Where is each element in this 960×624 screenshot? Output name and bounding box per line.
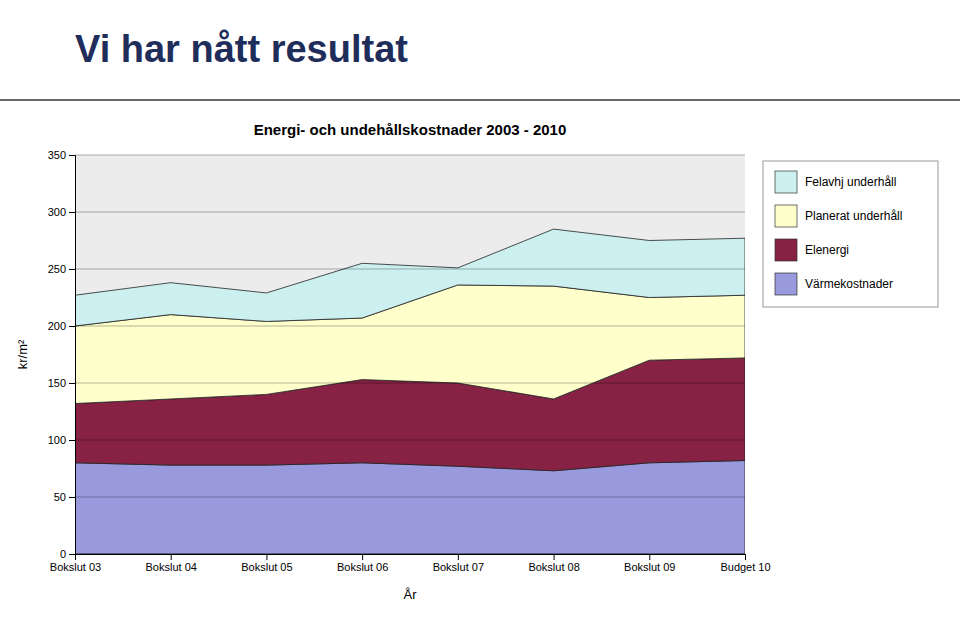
legend-item: Elenergi (775, 239, 849, 261)
legend-item: Planerat underhåll (775, 205, 902, 227)
y-tick-mark (69, 326, 75, 327)
y-tick-label: 150 (48, 377, 66, 389)
y-tick-mark (69, 497, 75, 498)
x-tick: Bokslut 09 (624, 554, 675, 573)
y-axis-line (69, 156, 76, 555)
plot: Bokslut 03 Bokslut 04 Bokslut 05 Bokslut 06… (48, 149, 771, 573)
grid-line (75, 212, 745, 213)
x-axis-label: År (404, 587, 418, 602)
x-tick-mark (745, 554, 746, 560)
header-separator (0, 99, 960, 101)
area (75, 229, 745, 326)
x-tick-label: Bokslut 08 (528, 561, 579, 573)
x-tick: Bokslut 04 (146, 554, 197, 573)
y-tick: 350 (48, 149, 75, 161)
y-tick: 300 (48, 206, 75, 218)
grid-line (75, 383, 745, 384)
x-tick-label: Bokslut 07 (433, 561, 484, 573)
legend-swatch (775, 273, 797, 295)
legend-box (763, 161, 938, 307)
y-tick-mark (69, 155, 75, 156)
x-tick-mark (554, 554, 555, 560)
x-tick: Bokslut 08 (528, 554, 579, 573)
legend-swatch (775, 171, 797, 193)
legend-item: Felavhj underhåll (775, 171, 896, 193)
grid-line (75, 497, 745, 498)
legend-label: Elenergi (805, 243, 849, 257)
title: Energi- och undehållskostnader 2003 - 20… (254, 121, 567, 138)
legend: Felavhj underhåll Planerat underhåll Elene… (763, 161, 938, 307)
chart: Vi har nått resultat Energi- och undehåll… (0, 0, 960, 624)
y-tick-label: 200 (48, 320, 66, 332)
y-tick-mark (69, 212, 75, 213)
x-axis: Bokslut 03 Bokslut 04 Bokslut 05 Bokslut 06… (50, 554, 771, 573)
y-tick-label: 300 (48, 206, 66, 218)
x-tick-label: Budget 10 (720, 561, 770, 573)
grid-line (75, 269, 745, 270)
grid (75, 155, 745, 554)
x-tick: Bokslut 03 (50, 554, 101, 573)
header: Vi har nått resultat (75, 28, 408, 70)
y-axis-label: kr/m² (15, 339, 30, 369)
y-tick: 50 (54, 491, 75, 503)
x-tick: Bokslut 06 (337, 554, 388, 573)
y-tick: 100 (48, 434, 75, 446)
x-tick-mark (649, 554, 650, 560)
x-tick-mark (362, 554, 363, 560)
y-tick: 250 (48, 263, 75, 275)
x-axis-line (76, 555, 746, 561)
y-tick-label: 50 (54, 491, 66, 503)
y-tick-mark (69, 440, 75, 441)
x-tick-label: Bokslut 03 (50, 561, 101, 573)
y-tick-label: 350 (48, 149, 66, 161)
legend-label: Felavhj underhåll (805, 175, 896, 189)
legend-swatch (775, 205, 797, 227)
y-tick-mark (69, 383, 75, 384)
grid-line (75, 155, 745, 156)
area (75, 461, 745, 554)
x-tick-mark (458, 554, 459, 560)
y-tick: 200 (48, 320, 75, 332)
x-tick: Bokslut 07 (433, 554, 484, 573)
y-tick-mark (69, 269, 75, 270)
x-tick-mark (171, 554, 172, 560)
y-tick: 0 (60, 548, 75, 560)
x-tick: Budget 10 (720, 554, 770, 573)
legend-item: Värmekostnader (775, 273, 893, 295)
y-tick-label: 100 (48, 434, 66, 446)
legend-label: Värmekostnader (805, 277, 893, 291)
y-tick-label: 0 (60, 548, 66, 560)
y-tick-mark (69, 554, 75, 555)
plot-background (75, 155, 745, 554)
legend-label: Planerat underhåll (805, 209, 902, 223)
legend-swatch (775, 239, 797, 261)
x-tick-label: Bokslut 04 (146, 561, 197, 573)
grid-line (75, 440, 745, 441)
x-tick-label: Bokslut 05 (241, 561, 292, 573)
x-tick-label: Bokslut 06 (337, 561, 388, 573)
y-axis: 0 50 100 150 200 250 300 350 (48, 149, 76, 560)
marks (75, 229, 745, 554)
y-tick: 150 (48, 377, 75, 389)
x-tick-mark (266, 554, 267, 560)
y-tick-label: 250 (48, 263, 66, 275)
x-tick-label: Bokslut 09 (624, 561, 675, 573)
x-tick: Bokslut 05 (241, 554, 292, 573)
grid-line (75, 326, 745, 327)
